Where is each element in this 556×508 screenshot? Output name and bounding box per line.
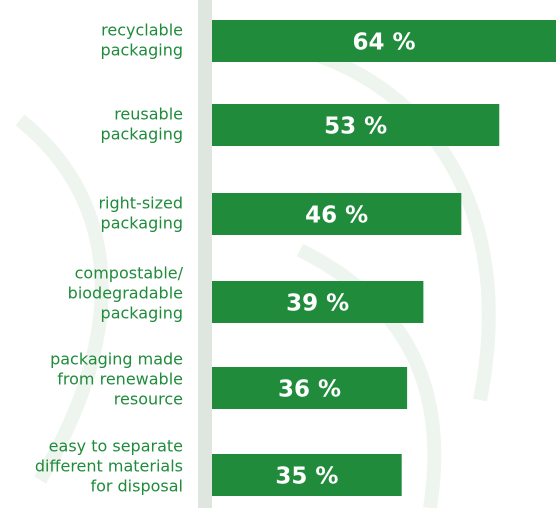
category-label: packaging made: [50, 350, 183, 369]
bar: [212, 193, 462, 235]
leaf-decoration: [15, 114, 109, 484]
value-label: 64 %: [352, 30, 415, 56]
category-label: packaging: [101, 304, 183, 323]
category-label: from renewable: [57, 370, 183, 389]
value-label: 36 %: [278, 377, 341, 403]
category-label: packaging: [101, 125, 183, 144]
bar: [212, 367, 408, 409]
category-label: easy to separate: [49, 437, 183, 456]
category-label: compostable/: [75, 264, 184, 283]
value-label: 35 %: [275, 464, 338, 490]
category-label: resource: [114, 390, 183, 409]
bar: [212, 281, 424, 323]
value-label: 39 %: [286, 291, 349, 317]
value-label: 53 %: [324, 114, 387, 140]
category-label: recyclable: [101, 21, 183, 40]
bar: [212, 454, 402, 496]
bar: [212, 104, 500, 146]
value-label: 46 %: [305, 203, 368, 229]
bar: [212, 20, 556, 62]
category-label: right-sized: [98, 194, 183, 213]
axis-band: [198, 0, 212, 508]
category-label: different materials: [35, 457, 183, 476]
leaf-decoration: [296, 243, 442, 508]
category-label: for disposal: [90, 477, 183, 496]
category-label: packaging: [101, 214, 183, 233]
category-label: packaging: [101, 41, 183, 60]
category-label: biodegradable: [68, 284, 183, 303]
category-label: reusable: [114, 105, 183, 124]
